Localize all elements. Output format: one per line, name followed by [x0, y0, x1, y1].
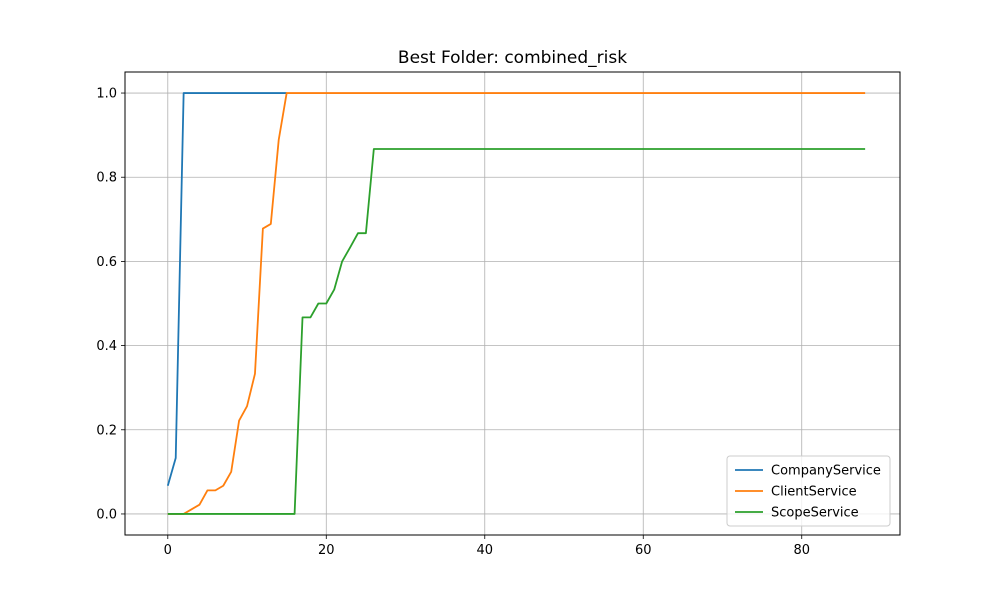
y-tick-label: 0.6 — [96, 255, 117, 270]
y-tick-label: 0.4 — [96, 339, 117, 354]
x-tick-label: 80 — [793, 543, 810, 558]
y-tick-label: 0.8 — [96, 171, 117, 186]
x-tick-label: 40 — [476, 543, 493, 558]
axis-ticks: 0 20 40 60 80 0.0 0.2 0.4 0.6 0.8 1.0 — [96, 87, 810, 558]
legend-label: CompanyService — [771, 464, 881, 479]
legend-label: ClientService — [771, 485, 857, 500]
plot-frame — [124, 71, 901, 536]
x-tick-label: 60 — [635, 543, 652, 558]
series-line-clientservice — [167, 92, 866, 515]
legend-label: ScopeService — [771, 506, 859, 521]
series-line-scopeservice — [167, 148, 866, 515]
y-tick-label: 1.0 — [96, 87, 117, 102]
series-lines — [166, 92, 866, 515]
series-line-companyservice — [166, 92, 287, 486]
chart-title: Best Folder: combined_risk — [398, 48, 627, 68]
y-tick-label: 0.2 — [96, 423, 117, 438]
x-tick-label: 20 — [318, 543, 335, 558]
legend: CompanyService ClientService ScopeService — [726, 455, 891, 527]
x-tick-label: 0 — [164, 543, 172, 558]
legend-box — [726, 455, 891, 527]
y-tick-label: 0.0 — [96, 507, 117, 522]
